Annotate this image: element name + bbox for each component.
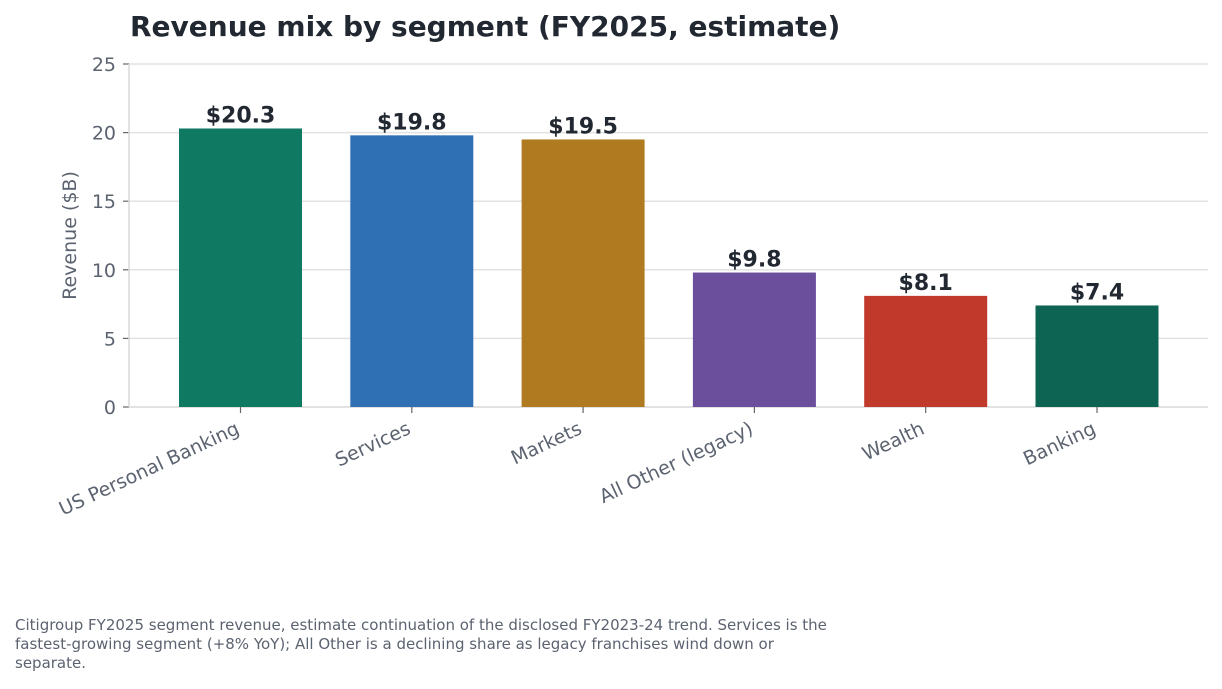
gridlines (129, 63, 1208, 340)
y-tick-label: 15 (92, 191, 116, 213)
x-tick-label-1: Services (332, 418, 414, 472)
chart-title: Revenue mix by segment (FY2025, estimate… (130, 10, 840, 43)
data-label-1: $19.8 (377, 110, 447, 135)
bars (179, 128, 1159, 407)
data-labels: $20.3 $19.8 $19.5 $9.8 $8.1 $7.4 (206, 103, 1124, 305)
y-tick-label: 5 (104, 328, 116, 350)
y-tick-label: 0 (104, 397, 116, 419)
chart-caption: Citigroup FY2025 segment revenue, estima… (15, 616, 827, 672)
bar-1 (350, 135, 474, 407)
axes (123, 63, 1208, 413)
bar-5 (1035, 305, 1159, 407)
y-tick-labels: 0 5 10 15 20 25 (92, 54, 116, 419)
revenue-bar-chart: Revenue mix by segment (FY2025, estimate… (56, 10, 1208, 521)
bar-0 (179, 128, 302, 407)
x-tick-label-3: All Other (legacy) (596, 418, 756, 508)
data-label-4: $8.1 (899, 271, 953, 296)
x-tick-label-0: US Personal Banking (56, 418, 243, 521)
x-tick-label-5: Banking (1020, 418, 1099, 471)
data-label-0: $20.3 (206, 103, 276, 128)
y-tick-label: 25 (92, 54, 116, 76)
x-tick-label-4: Wealth (859, 418, 928, 466)
bar-3 (692, 272, 816, 407)
y-tick-label: 20 (92, 123, 116, 145)
data-label-3: $9.8 (727, 248, 781, 273)
y-axis-label: Revenue ($B) (59, 171, 81, 300)
y-tick-label: 10 (92, 260, 116, 282)
bar-2 (521, 139, 645, 407)
x-tick-labels: US Personal Banking Services Markets All Ot… (56, 418, 1099, 521)
data-label-2: $19.5 (548, 114, 618, 139)
bar-4 (864, 295, 988, 407)
x-tick-label-2: Markets (508, 418, 585, 470)
data-label-5: $7.4 (1070, 280, 1124, 305)
